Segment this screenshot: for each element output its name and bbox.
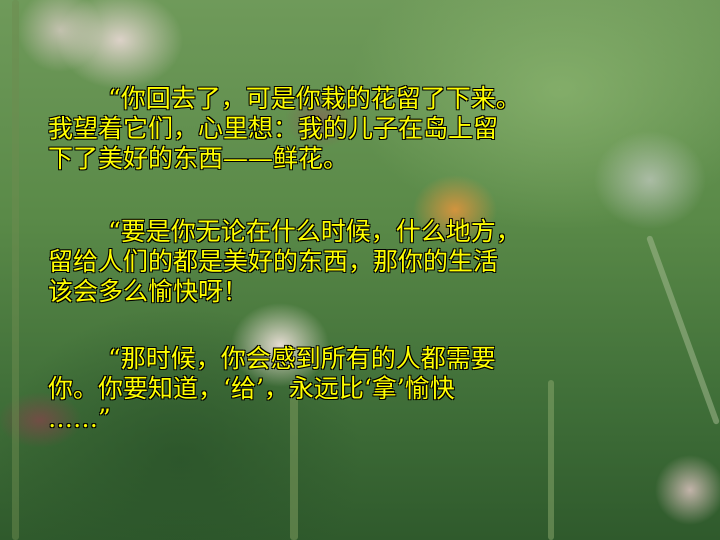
paragraph-3: “那时候，你会感到所有的人都需要 你。你要知道，‘给’，永远比‘拿’愉快 ……” bbox=[48, 344, 648, 434]
text-line: “要是你无论在什么时候，什么地方， bbox=[108, 217, 521, 246]
text-line: ……” bbox=[48, 404, 111, 433]
text-line: 该会多么愉快呀！ bbox=[48, 277, 249, 306]
paragraph-1: “你回去了，可是你栽的花留了下来。 我望着它们，心里想：我的儿子在岛上留 下了美… bbox=[48, 84, 648, 174]
flower-stem bbox=[290, 380, 298, 540]
text-line: “你回去了，可是你栽的花留了下来。 bbox=[108, 84, 521, 113]
paragraph-2: “要是你无论在什么时候，什么地方， 留给人们的都是美好的东西，那你的生活 该会多… bbox=[48, 217, 648, 307]
flower-stem bbox=[12, 0, 19, 540]
text-line: 留给人们的都是美好的东西，那你的生活 bbox=[48, 247, 499, 276]
text-line: 你。你要知道，‘给’，永远比‘拿’愉快 bbox=[48, 374, 455, 403]
text-line: 下了美好的东西——鲜花。 bbox=[48, 144, 349, 173]
text-line: 我望着它们，心里想：我的儿子在岛上留 bbox=[48, 114, 499, 143]
text-line: “那时候，你会感到所有的人都需要 bbox=[108, 344, 496, 373]
flower-stem bbox=[548, 380, 554, 540]
